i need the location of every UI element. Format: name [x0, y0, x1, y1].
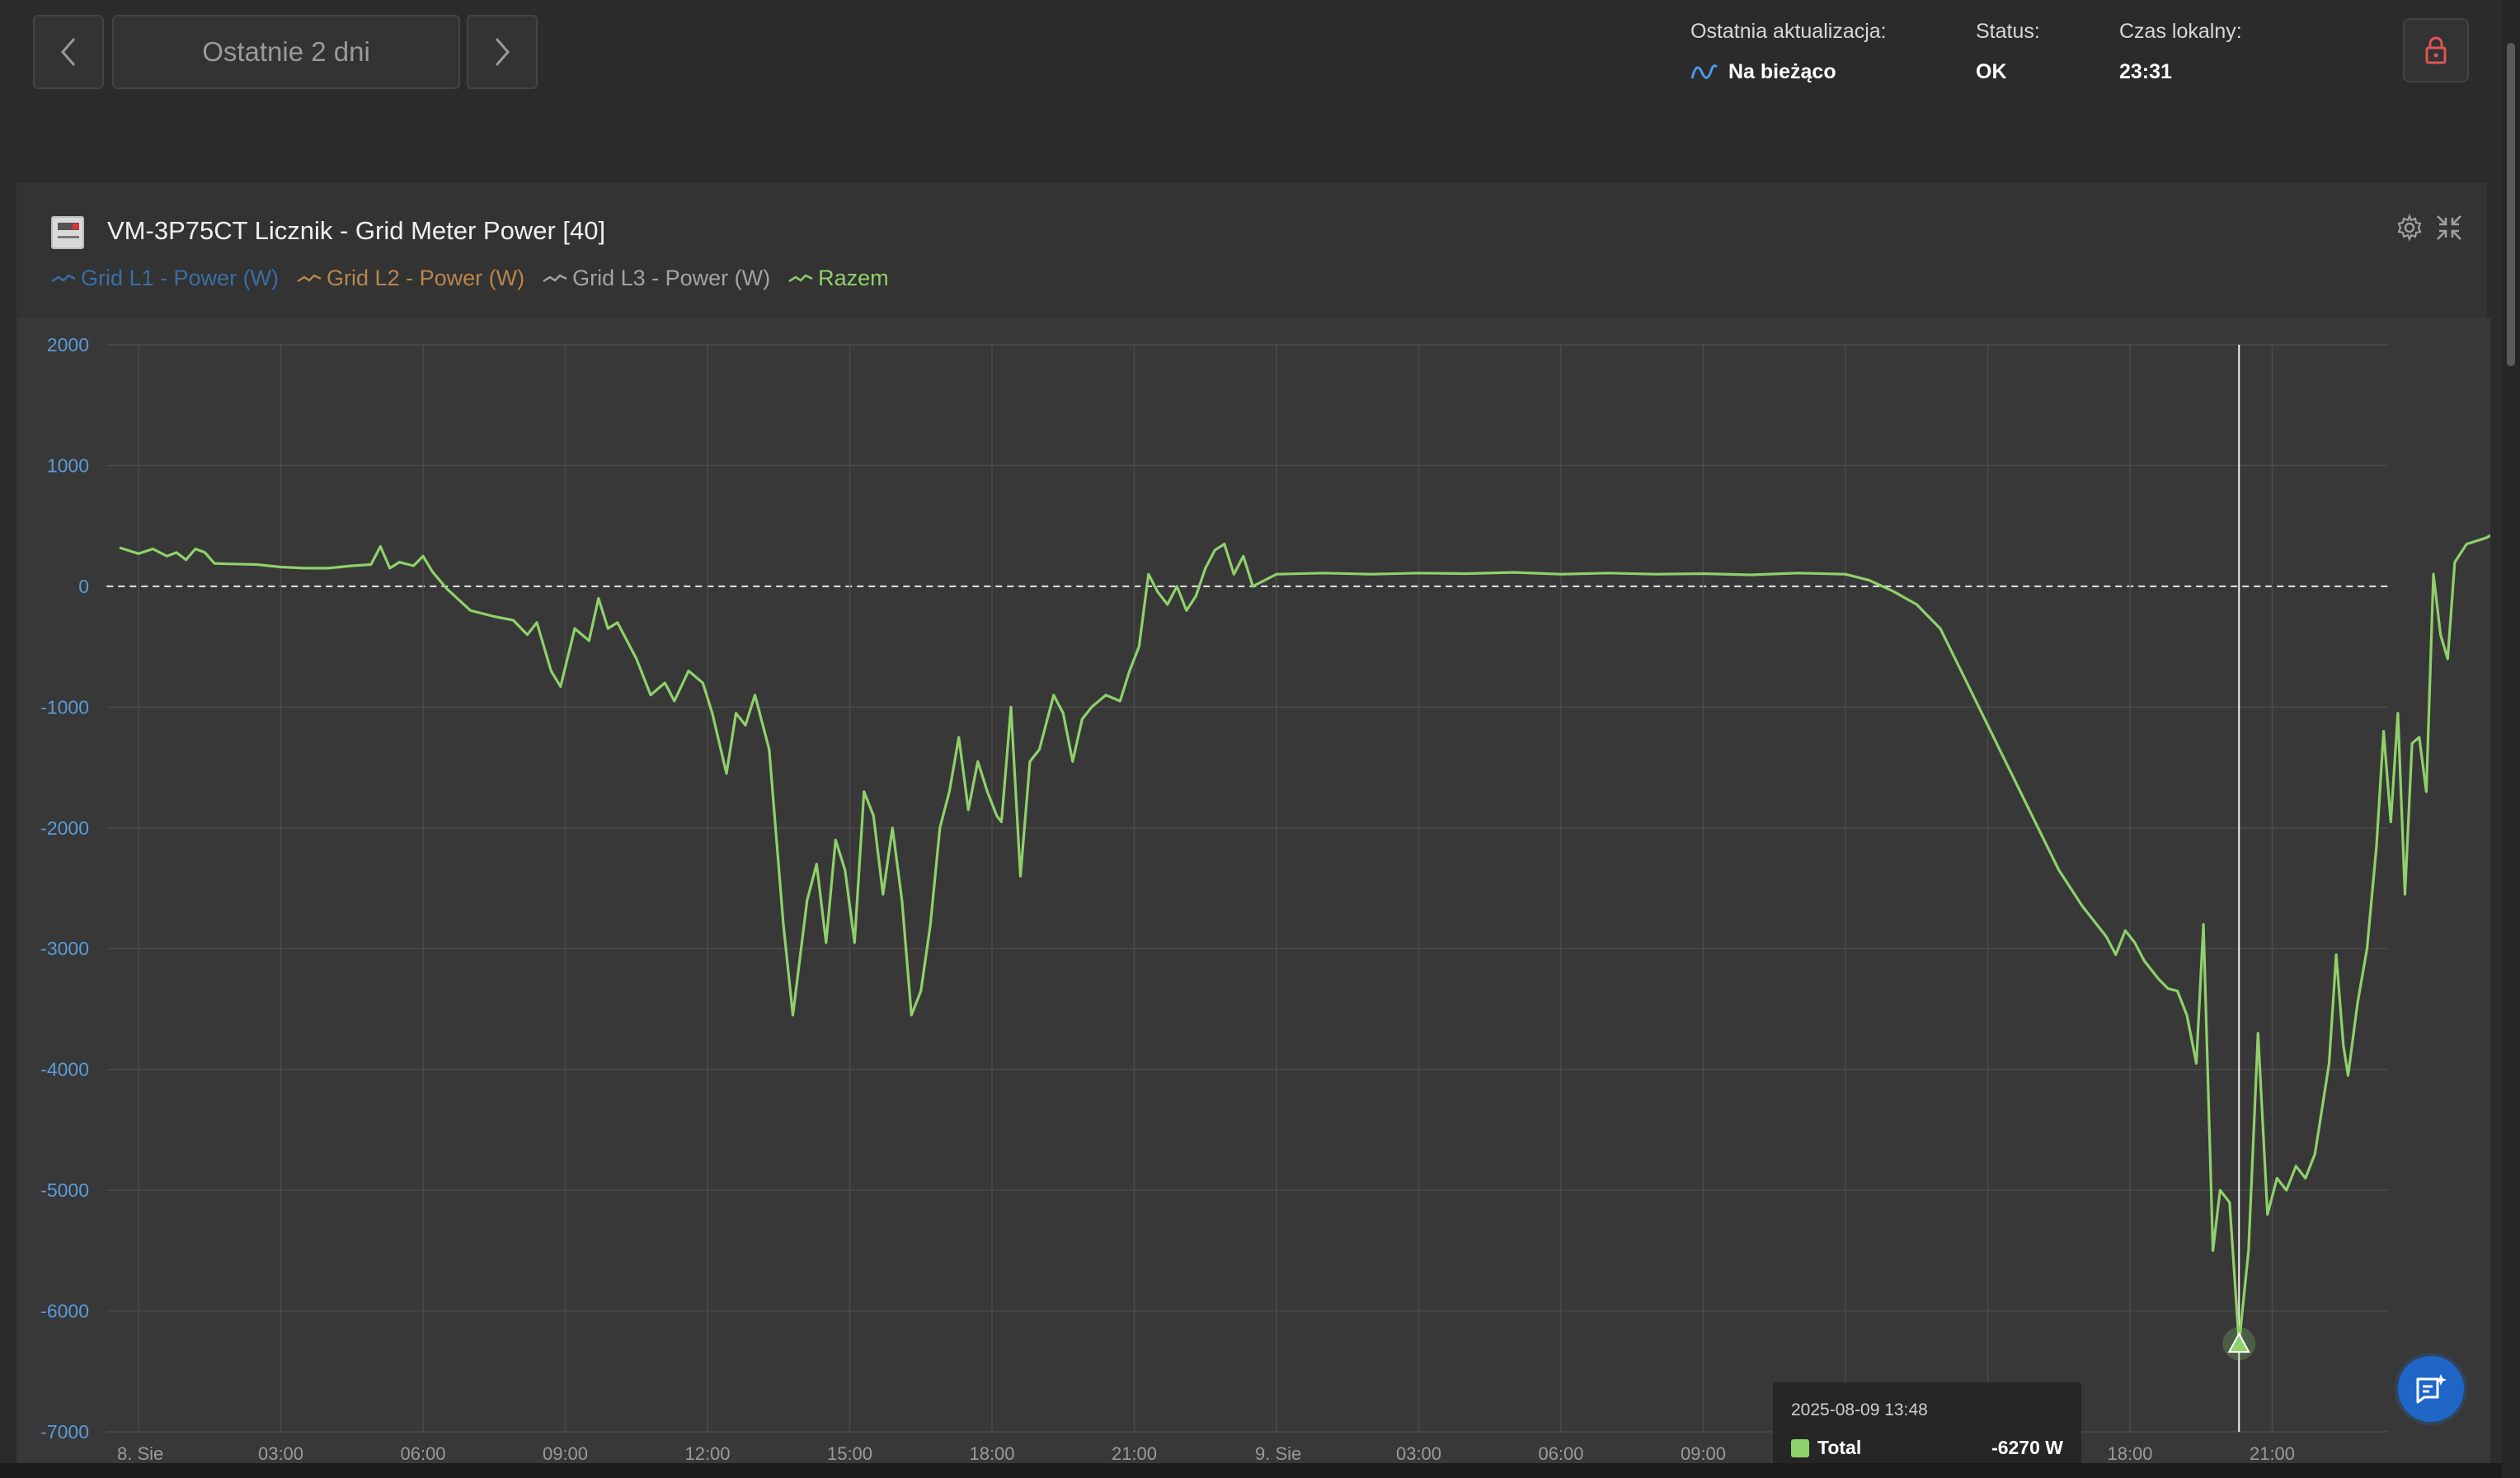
status-value: OK — [1976, 60, 2007, 83]
power-chart[interactable]: 2000 1000 0 -1000 -2000 -3000 -4000 -5000 -6000 -… — [16, 318, 2490, 1478]
chart-legend: Grid L1 - Power (W) Grid L2 - Power (W) … — [51, 266, 889, 291]
legend-label-grid-l1: Grid L1 - Power (W) — [81, 266, 280, 290]
line-marker-icon — [51, 273, 76, 282]
time-range-label: Ostatnie 2 dni — [202, 36, 370, 67]
x-tick-label: 06:00 — [400, 1443, 445, 1464]
legend-label-grid-l3: Grid L3 - Power (W) — [572, 266, 771, 290]
legend-item-grid-l3[interactable]: Grid L3 - Power (W) — [543, 266, 770, 291]
chart-area[interactable]: 2000 1000 0 -1000 -2000 -3000 -4000 -5000 -6000 -… — [16, 318, 2490, 1478]
last-update-value-row: Na bieżąco — [1690, 60, 1887, 84]
x-tick-label: 12:00 — [684, 1443, 730, 1464]
time-range-button[interactable]: Ostatnie 2 dni — [112, 15, 460, 89]
x-tick-label: 03:00 — [258, 1443, 303, 1464]
series-line-razem — [119, 534, 2490, 1345]
x-tick-label: 09:00 — [543, 1443, 588, 1464]
legend-item-grid-l1[interactable]: Grid L1 - Power (W) — [51, 266, 279, 291]
y-tick-label: -5000 — [40, 1179, 89, 1201]
x-tick-label: 09:00 — [1681, 1443, 1726, 1464]
tooltip-row: Total -6270 W — [1791, 1437, 2063, 1459]
local-time-label: Czas lokalny: — [2119, 20, 2242, 43]
highlight-point — [2227, 1332, 2250, 1353]
x-tick-label: 03:00 — [1396, 1443, 1441, 1464]
gear-icon[interactable] — [2395, 213, 2424, 242]
y-tick-label: -2000 — [40, 817, 89, 839]
last-update-block: Ostatnia aktualizacja: Na bieżąco — [1690, 20, 1887, 84]
last-update-label: Ostatnia aktualizacja: — [1690, 20, 1887, 43]
chat-icon — [2416, 1374, 2447, 1404]
legend-item-razem[interactable]: Razem — [788, 266, 889, 291]
legend-label-grid-l2: Grid L2 - Power (W) — [327, 266, 525, 290]
collapse-icon[interactable] — [2434, 213, 2464, 242]
line-marker-icon — [543, 273, 567, 282]
chart-panel: VM-3P75CT Licznik - Grid Meter Power [40… — [16, 183, 2490, 1478]
line-marker-icon — [297, 273, 322, 282]
next-range-button[interactable] — [467, 15, 538, 89]
local-time-value: 23:31 — [2119, 60, 2172, 83]
tooltip-swatch — [1791, 1438, 1809, 1457]
bottom-strip — [0, 1463, 2502, 1478]
last-update-value: Na bieżąco — [1728, 60, 1836, 83]
legend-label-razem: Razem — [818, 266, 889, 290]
chat-button[interactable] — [2398, 1356, 2464, 1422]
x-tick-label: 21:00 — [2250, 1443, 2295, 1464]
chevron-right-icon — [495, 38, 510, 66]
chart-tooltip: 2025-08-09 13:48 Total -6270 W — [1773, 1382, 2081, 1478]
local-time-block: Czas lokalny: 23:31 — [2119, 20, 2242, 84]
tooltip-series: Total — [1817, 1437, 1862, 1458]
x-tick-label: 06:00 — [1538, 1443, 1583, 1464]
x-tick-label: 9. Sie — [1255, 1443, 1301, 1464]
status-block: Status: OK — [1976, 20, 2040, 84]
meter-icon — [51, 216, 84, 249]
y-tick-label: -6000 — [40, 1301, 89, 1322]
line-marker-icon — [788, 273, 813, 282]
live-wave-icon — [1690, 64, 1718, 79]
x-tick-label: 21:00 — [1112, 1443, 1157, 1464]
x-tick-label: 15:00 — [827, 1443, 872, 1464]
x-tick-label: 18:00 — [2107, 1443, 2152, 1464]
y-tick-label: -7000 — [40, 1421, 89, 1443]
lock-icon — [2425, 36, 2447, 64]
previous-range-button[interactable] — [33, 15, 104, 89]
y-tick-label: 2000 — [47, 334, 89, 355]
x-tick-label: 8. Sie — [117, 1443, 163, 1464]
page-scrollbar[interactable] — [2502, 0, 2520, 1478]
legend-item-grid-l2[interactable]: Grid L2 - Power (W) — [297, 266, 524, 291]
y-tick-label: -4000 — [40, 1059, 89, 1080]
panel-title: VM-3P75CT Licznik - Grid Meter Power [40… — [107, 216, 606, 245]
y-tick-label: -1000 — [40, 696, 89, 718]
y-tick-label: -3000 — [40, 938, 89, 959]
scrollbar-thumb[interactable] — [2507, 43, 2515, 366]
status-label: Status: — [1976, 20, 2040, 43]
y-tick-label: 1000 — [47, 454, 89, 476]
y-tick-label: 0 — [78, 576, 89, 597]
lock-button[interactable] — [2403, 18, 2469, 82]
tooltip-value: -6270 W — [1991, 1437, 2063, 1458]
chevron-left-icon — [61, 38, 76, 66]
tooltip-date: 2025-08-09 13:48 — [1791, 1400, 1928, 1419]
x-tick-label: 18:00 — [969, 1443, 1014, 1464]
